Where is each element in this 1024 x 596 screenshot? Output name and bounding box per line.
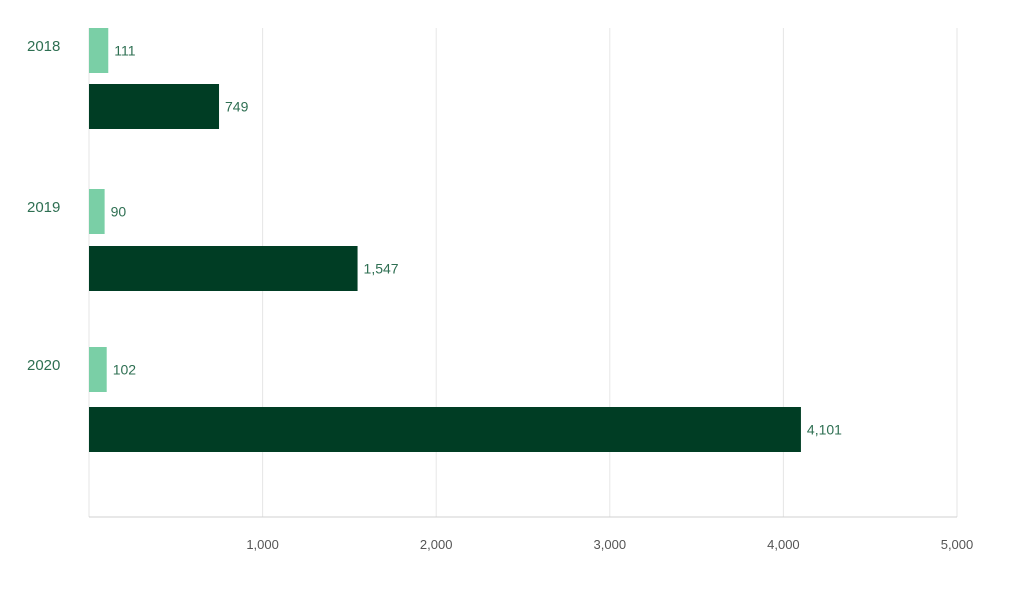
data-label: 4,101 <box>807 422 842 438</box>
bar <box>89 347 107 392</box>
data-label: 90 <box>111 204 127 220</box>
x-tick-label: 2,000 <box>420 537 453 552</box>
x-tick-label: 3,000 <box>594 537 627 552</box>
bar <box>89 246 358 291</box>
bar <box>89 189 105 234</box>
bar <box>89 407 801 452</box>
data-label: 102 <box>113 362 137 378</box>
bars <box>89 28 801 452</box>
category-label: 2018 <box>27 38 60 55</box>
category-label: 2019 <box>27 199 60 216</box>
labels: 1,000 2,000 3,000 4,000 5,000 2018 111 749 2019 9… <box>27 38 973 552</box>
x-tick-label: 4,000 <box>767 537 800 552</box>
bar <box>89 84 220 129</box>
category-label: 2020 <box>27 357 60 374</box>
data-label: 749 <box>225 99 249 115</box>
x-tick-label: 5,000 <box>941 537 974 552</box>
data-label: 1,547 <box>364 261 399 277</box>
bar <box>89 28 109 73</box>
data-label: 111 <box>114 43 135 59</box>
x-tick-label: 1,000 <box>246 537 279 552</box>
